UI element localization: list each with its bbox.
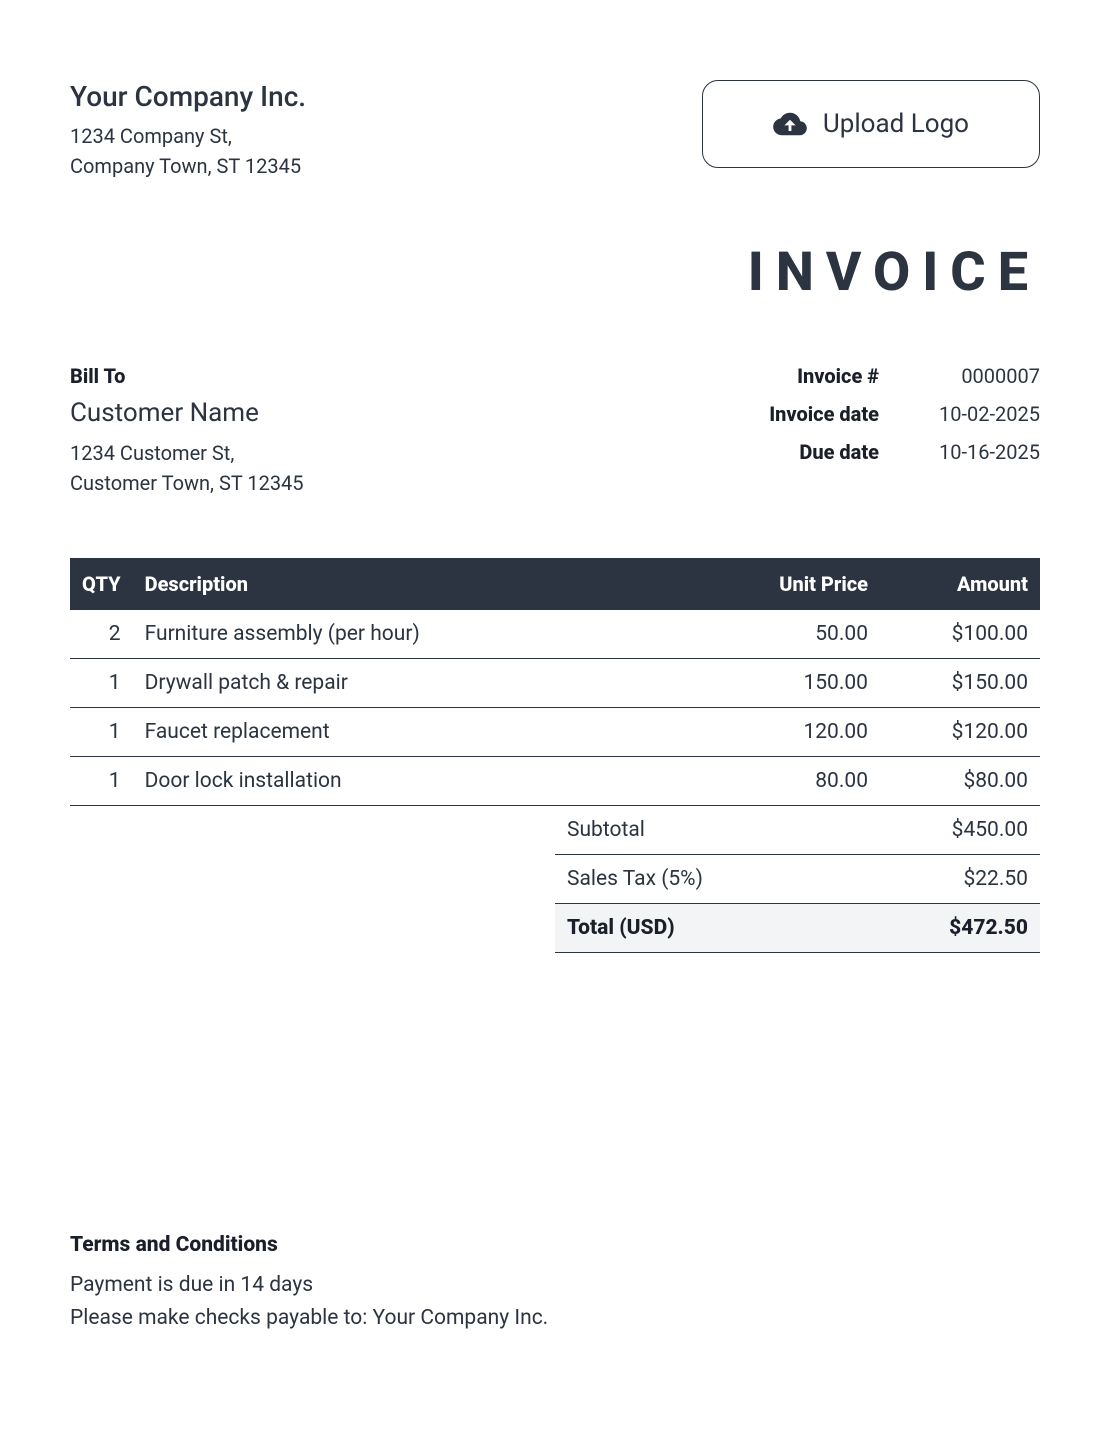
tax-label: Sales Tax (5%) [567, 867, 703, 891]
item-qty[interactable]: 2 [70, 610, 133, 659]
grand-total-row: Total (USD) $472.50 [555, 904, 1040, 953]
company-address[interactable]: 1234 Company St, Company Town, ST 12345 [70, 121, 306, 181]
col-amount: Amount [880, 558, 1040, 610]
table-row[interactable]: 1Door lock installation80.00$80.00 [70, 757, 1040, 806]
terms: Terms and Conditions Payment is due in 1… [70, 1233, 1040, 1336]
header: Your Company Inc. 1234 Company St, Compa… [70, 80, 1040, 181]
invoice-date-label: Invoice date [769, 402, 879, 426]
col-unit-price: Unit Price [700, 558, 880, 610]
upload-logo-label: Upload Logo [823, 109, 969, 139]
item-description[interactable]: Door lock installation [133, 757, 700, 806]
items-header-row: QTY Description Unit Price Amount [70, 558, 1040, 610]
table-row[interactable]: 1Drywall patch & repair150.00$150.00 [70, 659, 1040, 708]
table-row[interactable]: 2Furniture assembly (per hour)50.00$100.… [70, 610, 1040, 659]
col-qty: QTY [70, 558, 133, 610]
item-unit-price[interactable]: 150.00 [700, 659, 880, 708]
company-address-line2: Company Town, ST 12345 [70, 151, 306, 181]
item-qty[interactable]: 1 [70, 757, 133, 806]
items-body: 2Furniture assembly (per hour)50.00$100.… [70, 610, 1040, 806]
company-info: Your Company Inc. 1234 Company St, Compa… [70, 80, 306, 181]
customer-name[interactable]: Customer Name [70, 398, 304, 428]
company-name[interactable]: Your Company Inc. [70, 80, 306, 113]
totals: Subtotal $450.00 Sales Tax (5%) $22.50 T… [555, 806, 1040, 953]
table-row[interactable]: 1Faucet replacement120.00$120.00 [70, 708, 1040, 757]
customer-address-line1: 1234 Customer St, [70, 438, 304, 468]
terms-text[interactable]: Payment is due in 14 days Please make ch… [70, 1269, 1040, 1336]
items-table: QTY Description Unit Price Amount 2Furni… [70, 558, 1040, 806]
subtotal-value: $450.00 [952, 818, 1028, 842]
item-qty[interactable]: 1 [70, 708, 133, 757]
tax-row: Sales Tax (5%) $22.50 [555, 855, 1040, 904]
item-qty[interactable]: 1 [70, 659, 133, 708]
tax-value: $22.50 [963, 867, 1028, 891]
item-description[interactable]: Faucet replacement [133, 708, 700, 757]
invoice-meta: Invoice # 0000007 Invoice date 10-02-202… [769, 364, 1040, 464]
grand-total-value: $472.50 [949, 916, 1028, 940]
item-unit-price[interactable]: 50.00 [700, 610, 880, 659]
cloud-upload-icon [773, 110, 807, 138]
invoice-number-value[interactable]: 0000007 [939, 364, 1040, 388]
invoice-number-label: Invoice # [769, 364, 879, 388]
customer-address-line2: Customer Town, ST 12345 [70, 468, 304, 498]
terms-line1: Payment is due in 14 days [70, 1269, 1040, 1303]
subtotal-row: Subtotal $450.00 [555, 806, 1040, 855]
item-description[interactable]: Drywall patch & repair [133, 659, 700, 708]
item-unit-price[interactable]: 80.00 [700, 757, 880, 806]
item-unit-price[interactable]: 120.00 [700, 708, 880, 757]
terms-line2: Please make checks payable to: Your Comp… [70, 1302, 1040, 1336]
item-amount[interactable]: $100.00 [880, 610, 1040, 659]
company-address-line1: 1234 Company St, [70, 121, 306, 151]
terms-title: Terms and Conditions [70, 1233, 1040, 1257]
due-date-value[interactable]: 10-16-2025 [939, 440, 1040, 464]
item-amount[interactable]: $150.00 [880, 659, 1040, 708]
invoice-date-value[interactable]: 10-02-2025 [939, 402, 1040, 426]
item-description[interactable]: Furniture assembly (per hour) [133, 610, 700, 659]
item-amount[interactable]: $80.00 [880, 757, 1040, 806]
subtotal-label: Subtotal [567, 818, 645, 842]
bill-to-label: Bill To [70, 364, 304, 388]
bill-to: Bill To Customer Name 1234 Customer St, … [70, 364, 304, 498]
col-description: Description [133, 558, 700, 610]
grand-total-label: Total (USD) [567, 916, 675, 940]
upload-logo-button[interactable]: Upload Logo [702, 80, 1040, 168]
item-amount[interactable]: $120.00 [880, 708, 1040, 757]
customer-address[interactable]: 1234 Customer St, Customer Town, ST 1234… [70, 438, 304, 498]
due-date-label: Due date [769, 440, 879, 464]
invoice-title: INVOICE [70, 241, 1040, 304]
meta-row: Bill To Customer Name 1234 Customer St, … [70, 364, 1040, 498]
